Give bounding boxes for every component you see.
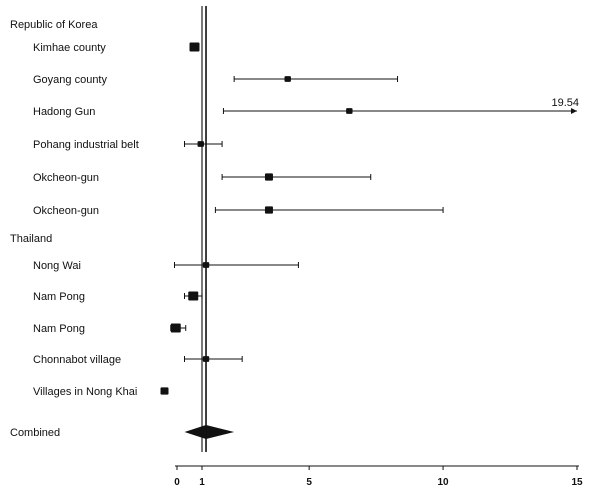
- study-label: Kimhae county: [33, 42, 106, 54]
- point-estimate: [264, 206, 273, 214]
- x-tick-label: 15: [571, 477, 583, 488]
- x-tick-label: 5: [306, 477, 312, 488]
- study-label: Okcheon-gun: [33, 172, 99, 184]
- point-estimate: [264, 173, 273, 181]
- study-label: Villages in Nong Khai: [33, 386, 137, 398]
- group-label: Thailand: [10, 233, 52, 245]
- point-estimate: [202, 262, 210, 268]
- point-estimate: [197, 141, 204, 147]
- point-estimate: [346, 108, 353, 114]
- study-label: Goyang county: [33, 74, 107, 86]
- x-tick-label: 10: [438, 477, 450, 488]
- point-estimate: [202, 356, 210, 362]
- group-label: Republic of Korea: [10, 19, 98, 31]
- x-tick-label: 0: [174, 477, 180, 488]
- study-label: Pohang industrial belt: [33, 139, 139, 151]
- study-label: Hadong Gun: [33, 106, 95, 118]
- point-estimate: [170, 323, 181, 333]
- ci-upper-label: 19.54: [551, 97, 579, 109]
- combined-diamond: [184, 425, 235, 439]
- point-estimate: [284, 76, 291, 82]
- point-estimate: [189, 42, 200, 52]
- point-estimate: [160, 387, 169, 395]
- study-label: Chonnabot village: [33, 354, 121, 366]
- study-label: Nam Pong: [33, 291, 85, 303]
- study-label: Nong Wai: [33, 260, 81, 272]
- combined-label: Combined: [10, 427, 60, 439]
- study-label: Okcheon-gun: [33, 205, 99, 217]
- study-label: Nam Pong: [33, 323, 85, 335]
- x-tick-label: 1: [199, 477, 205, 488]
- point-estimate: [188, 291, 199, 301]
- ci-arrow: [571, 108, 577, 114]
